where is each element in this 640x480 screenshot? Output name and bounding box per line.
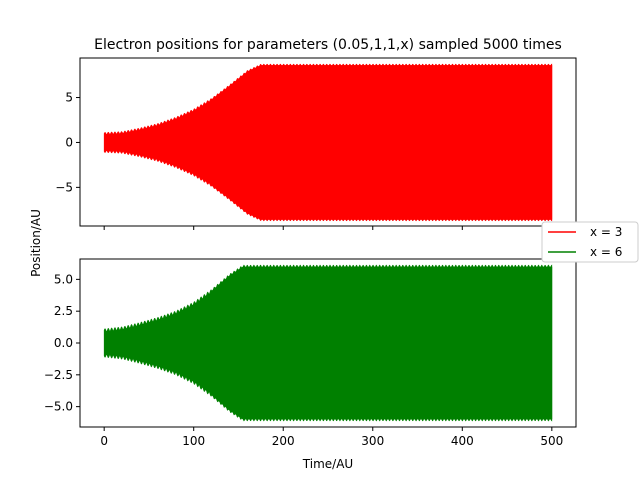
y-tick-label: 0 <box>65 135 73 149</box>
y-tick-label: 2.5 <box>54 304 73 318</box>
x-axis-title: Time/AU <box>302 457 353 471</box>
y-axis-title: Position/AU <box>29 209 43 277</box>
legend: x = 3 x = 6 <box>541 221 639 263</box>
y-tick-label: −5 <box>55 180 73 194</box>
x-tick-label: 0 <box>100 434 108 448</box>
x-tick-label: 100 <box>182 434 205 448</box>
x-tick-label: 500 <box>540 434 563 448</box>
y-tick-label: 0.0 <box>54 336 73 350</box>
x-tick-label: 300 <box>361 434 384 448</box>
y-tick-label: −2.5 <box>44 368 73 382</box>
y-tick-label: −5.0 <box>44 400 73 414</box>
y-tick-label: 5.0 <box>54 272 73 286</box>
y-tick-label: 5 <box>65 91 73 105</box>
bottom-y-ticks: −5.0 −2.5 0.0 2.5 5.0 <box>44 272 80 414</box>
x-tick-label: 400 <box>451 434 474 448</box>
bottom-subplot: −5.0 −2.5 0.0 2.5 5.0 0 100 200 300 400 500 <box>44 258 577 448</box>
top-subplot: −5 0 5 <box>55 57 577 230</box>
top-x-ticks <box>103 226 553 230</box>
legend-label-x6: x = 6 <box>590 245 622 259</box>
x-tick-label: 200 <box>272 434 295 448</box>
bottom-x-ticks: 0 100 200 300 400 500 <box>100 427 563 448</box>
series-x6-trace <box>103 264 553 422</box>
series-x3-trace <box>103 63 553 222</box>
chart-title: Electron positions for parameters (0.05,… <box>94 37 562 53</box>
top-y-ticks: −5 0 5 <box>55 91 80 194</box>
legend-label-x3: x = 3 <box>590 225 622 239</box>
